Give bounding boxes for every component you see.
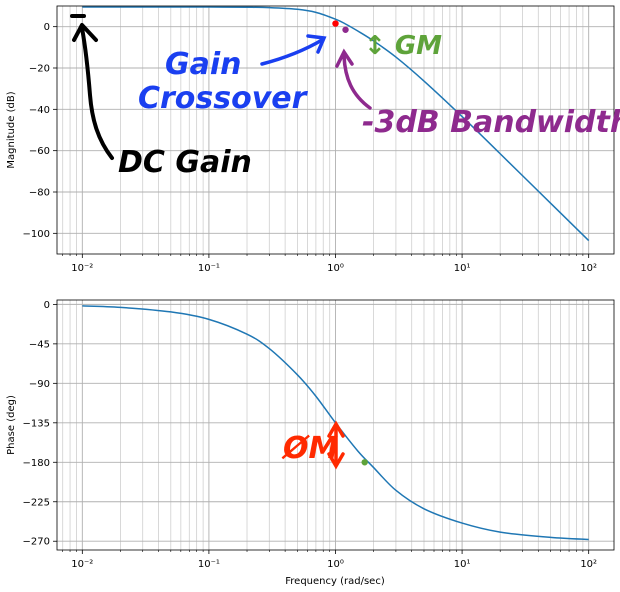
magnitude-y-axis-label: Magnitude (dB) <box>6 91 17 168</box>
phase-x-tick-label: 10² <box>580 559 597 570</box>
phase-phase-crossover-marker <box>361 459 368 466</box>
bandwidth-arrow <box>335 48 372 110</box>
magnitude-x-tick-label: 10⁻¹ <box>198 263 220 274</box>
phase-y-tick-label: −225 <box>23 497 50 508</box>
gain-crossover-arrow <box>260 34 327 66</box>
gain-margin-annotation: ↕ GM <box>364 31 442 61</box>
magnitude-x-tick-label: 10⁰ <box>327 263 344 274</box>
magnitude-y-tick-label: −40 <box>29 105 50 116</box>
magnitude-y-tick-label: −100 <box>23 229 50 240</box>
phase-y-tick-label: −180 <box>23 458 50 469</box>
phase-margin-annotation: ØM <box>281 431 339 466</box>
frequency-x-axis-label: Frequency (rad/sec) <box>285 576 385 587</box>
magnitude-gain-crossover-marker <box>332 20 339 27</box>
magnitude-plot: 10⁻² 10⁻¹ 10⁰ 10¹ 10² 0 −20 −40 −60 −80 −100 Magni… <box>6 5 615 274</box>
magnitude-grid <box>57 6 614 254</box>
phase-y-tick-label: 0 <box>44 300 50 311</box>
magnitude-y-tick-label: −80 <box>29 188 50 199</box>
phase-x-tick-label: 10⁻¹ <box>198 559 220 570</box>
magnitude-x-tick-label: 10¹ <box>454 263 471 274</box>
magnitude-x-tick-label: 10⁻² <box>71 263 93 274</box>
magnitude-ticks: 10⁻² 10⁻¹ 10⁰ 10¹ 10² 0 −20 −40 −60 −80 −100 <box>23 22 598 274</box>
magnitude-y-tick-label: 0 <box>44 22 50 33</box>
phase-margin-arrow <box>327 420 345 470</box>
bandwidth-annotation: -3dB Bandwidth <box>362 105 620 140</box>
magnitude-series-line <box>82 6 590 242</box>
magnitude-y-tick-label: −20 <box>29 64 50 75</box>
dc-gain-arrow <box>70 14 114 160</box>
phase-grid <box>57 300 614 550</box>
magnitude-series <box>82 6 590 242</box>
phase-y-tick-label: −45 <box>29 339 50 350</box>
magnitude-plot-frame <box>56 5 615 255</box>
phase-y-tick-label: −270 <box>23 537 50 548</box>
magnitude-y-tick-label: −60 <box>29 146 50 157</box>
dc-gain-annotation: DC Gain <box>118 145 252 180</box>
magnitude-x-tick-label: 10² <box>580 263 597 274</box>
phase-x-tick-label: 10⁰ <box>327 559 344 570</box>
phase-y-axis-label: Phase (deg) <box>6 395 17 455</box>
phase-y-tick-label: −90 <box>29 379 50 390</box>
phase-annotations: ØM <box>281 420 345 470</box>
magnitude-bandwidth-marker <box>342 26 349 33</box>
phase-plot-frame <box>56 299 615 551</box>
phase-y-tick-label: −135 <box>23 418 50 429</box>
gain-crossover-line-1: Gain <box>165 47 242 82</box>
phase-x-tick-label: 10¹ <box>454 559 471 570</box>
magnitude-annotations: DC Gain Gain Crossover -3dB Bandwidth ↕ … <box>70 14 620 180</box>
gain-crossover-annotation: Gain Crossover <box>138 47 309 116</box>
phase-x-tick-label: 10⁻² <box>71 559 93 570</box>
gain-crossover-line-2: Crossover <box>138 81 309 116</box>
